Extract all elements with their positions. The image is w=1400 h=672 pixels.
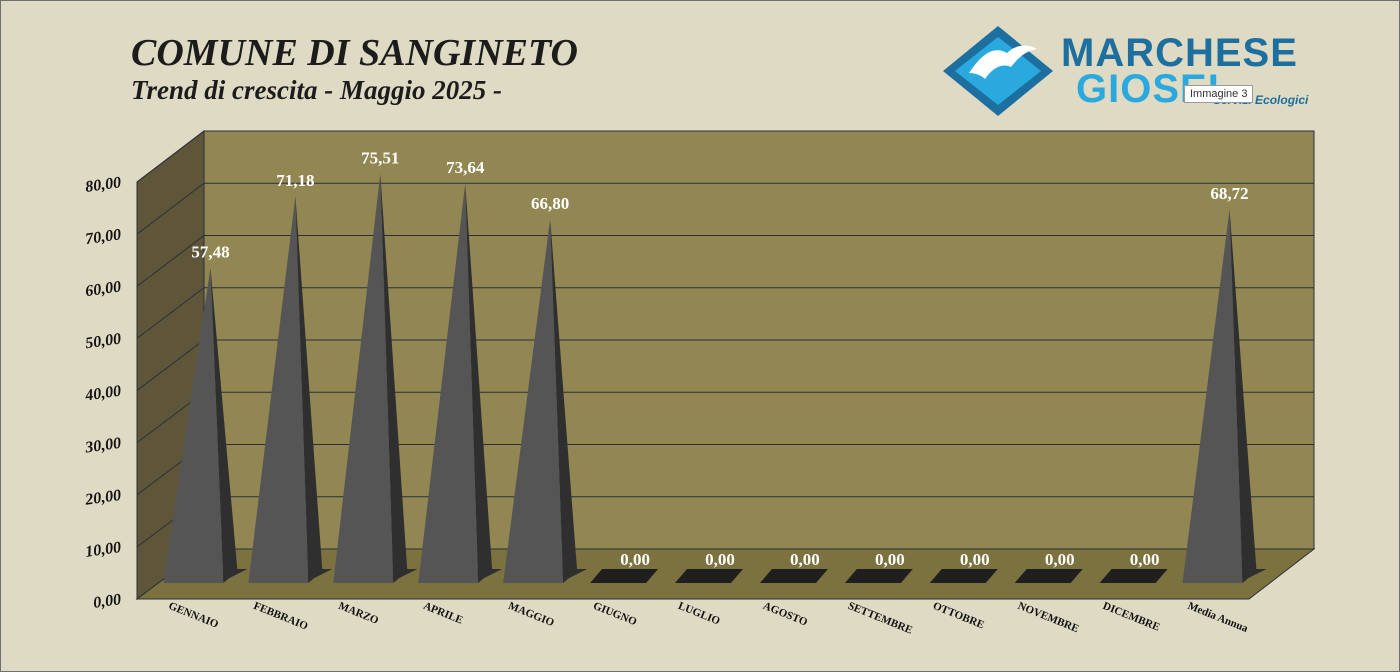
y-tick-label: 40,00 — [83, 383, 122, 405]
chart-title: COMUNE DI SANGINETO — [131, 32, 578, 74]
bar-side — [550, 218, 578, 583]
gridline-side — [136, 339, 205, 391]
y-tick-label: 70,00 — [84, 226, 122, 248]
bar-pyramid — [1099, 569, 1168, 583]
data-label: 0,00 — [875, 550, 905, 569]
bar-base-zero — [759, 569, 828, 583]
bar-side — [465, 183, 493, 583]
bar-base-zero — [1014, 569, 1083, 583]
marchese-giosei-logo: MARCHESE GIOSEI Servizi Ecologici — [941, 23, 1321, 123]
logo-text-line1: MARCHESE — [1061, 31, 1298, 75]
x-tick-label: GENNAIO — [167, 600, 221, 631]
data-label: 73,64 — [446, 158, 485, 177]
bar-side — [380, 173, 408, 583]
bar-base-zero — [675, 569, 743, 583]
bar-face — [1182, 208, 1243, 584]
bar-pyramid — [248, 196, 333, 583]
bar-pyramid — [333, 173, 418, 583]
data-label: 68,72 — [1210, 184, 1248, 203]
image-name-tooltip: Immagine 3 — [1184, 85, 1254, 103]
bar-pyramid — [503, 218, 588, 583]
bar-side — [210, 267, 238, 583]
bar-base-zero — [1099, 569, 1168, 583]
x-tick-label: MAGGIO — [507, 600, 557, 629]
gridline-side — [136, 130, 205, 183]
bar-base-zero — [590, 569, 659, 583]
data-label: 57,48 — [191, 243, 229, 262]
x-tick-label: FEBBRAIO — [252, 600, 310, 633]
bar-pyramid — [675, 569, 743, 583]
bar-side — [1229, 208, 1257, 584]
y-tick-label: 0,00 — [92, 591, 122, 612]
x-tick-label: LUGLIO — [676, 600, 722, 628]
data-label: 66,80 — [531, 194, 569, 213]
gridline-side — [136, 182, 205, 235]
data-label: 0,00 — [1045, 550, 1075, 569]
bar-face — [163, 267, 224, 583]
y-tick-label: 30,00 — [83, 435, 122, 457]
data-label: 0,00 — [960, 550, 990, 569]
bar-face — [248, 196, 309, 583]
x-tick-label: AGOSTO — [761, 600, 809, 629]
gridline-side — [136, 235, 205, 287]
bar-pyramid — [844, 569, 913, 583]
bar-pyramid — [163, 267, 248, 583]
x-tick-label: APRILE — [422, 600, 465, 627]
data-label: 0,00 — [705, 550, 735, 569]
x-tick-label: GIUGNO — [591, 600, 638, 628]
x-tick-label: OTTOBRE — [931, 600, 986, 631]
bar-pyramid — [1182, 208, 1267, 584]
bar-side — [295, 196, 323, 583]
bar-face — [503, 218, 564, 583]
bar-face — [333, 173, 394, 583]
bar-pyramid — [1014, 569, 1083, 583]
data-label: 0,00 — [1130, 550, 1160, 569]
y-tick-label: 10,00 — [84, 539, 122, 561]
data-label: 0,00 — [790, 550, 820, 569]
bar-face — [418, 183, 479, 583]
x-tick-label: DICEMBRE — [1101, 600, 1162, 634]
y-tick-label: 50,00 — [84, 330, 122, 352]
data-label: 75,51 — [361, 148, 399, 167]
data-label: 0,00 — [620, 550, 650, 569]
x-tick-label: Media Annua — [1186, 600, 1250, 635]
bar-pyramid — [759, 569, 828, 583]
data-label: 71,18 — [276, 171, 314, 190]
chart-subtitle: Trend di crescita - Maggio 2025 - — [131, 75, 502, 105]
bar-pyramid — [418, 183, 503, 583]
gridline-side — [136, 287, 205, 339]
bar-base-zero — [929, 569, 998, 583]
y-tick-label: 80,00 — [84, 174, 122, 196]
seagull-icon — [943, 26, 1053, 116]
x-tick-label: MARZO — [337, 600, 381, 627]
bar-base-zero — [844, 569, 913, 583]
y-tick-label: 60,00 — [84, 278, 122, 300]
bar-pyramid — [929, 569, 998, 583]
bar-pyramid — [590, 569, 659, 583]
x-tick-label: NOVEMBRE — [1016, 600, 1081, 635]
y-tick-label: 20,00 — [83, 487, 122, 509]
x-tick-label: SETTEMBRE — [846, 600, 914, 637]
